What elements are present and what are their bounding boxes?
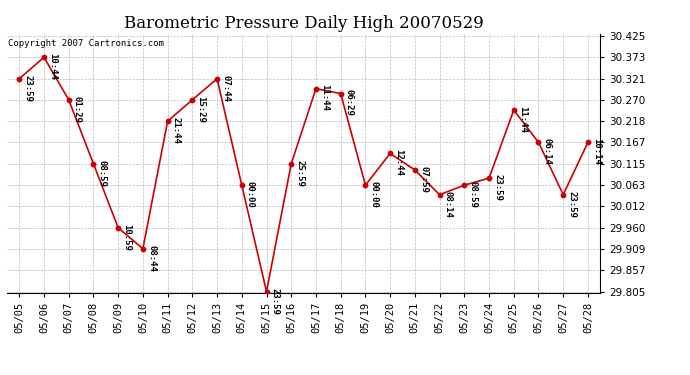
Point xyxy=(14,76,25,82)
Text: 06:14: 06:14 xyxy=(542,138,551,165)
Point xyxy=(582,139,593,145)
Text: 07:44: 07:44 xyxy=(221,75,230,102)
Point xyxy=(236,182,247,188)
Title: Barometric Pressure Daily High 20070529: Barometric Pressure Daily High 20070529 xyxy=(124,15,484,32)
Text: 15:29: 15:29 xyxy=(197,96,206,123)
Text: 10:14: 10:14 xyxy=(592,138,601,165)
Text: 08:59: 08:59 xyxy=(97,160,106,186)
Point xyxy=(533,139,544,145)
Point xyxy=(335,91,346,97)
Point xyxy=(558,192,569,198)
Text: 23:59: 23:59 xyxy=(567,190,576,217)
Text: 08:14: 08:14 xyxy=(444,190,453,217)
Text: 21:44: 21:44 xyxy=(172,117,181,144)
Point xyxy=(261,289,272,295)
Point xyxy=(137,246,148,252)
Point xyxy=(384,150,395,156)
Text: 11:44: 11:44 xyxy=(518,106,527,133)
Point xyxy=(162,118,173,124)
Point xyxy=(434,192,445,198)
Text: 08:59: 08:59 xyxy=(469,181,477,208)
Point xyxy=(39,54,50,60)
Point xyxy=(509,107,520,113)
Text: 10:59: 10:59 xyxy=(122,224,131,251)
Text: 00:00: 00:00 xyxy=(370,181,379,208)
Point xyxy=(286,161,297,167)
Text: 11:44: 11:44 xyxy=(320,84,329,111)
Point xyxy=(360,182,371,188)
Point xyxy=(88,161,99,167)
Point xyxy=(484,175,495,181)
Point xyxy=(212,76,223,82)
Text: 06:29: 06:29 xyxy=(345,89,354,116)
Point xyxy=(187,97,198,103)
Text: 07:59: 07:59 xyxy=(419,166,428,193)
Text: 12:44: 12:44 xyxy=(394,149,403,176)
Text: 10:44: 10:44 xyxy=(48,53,57,80)
Text: 23:59: 23:59 xyxy=(493,174,502,201)
Point xyxy=(63,97,75,103)
Text: 23:59: 23:59 xyxy=(270,288,279,314)
Text: 00:00: 00:00 xyxy=(246,181,255,208)
Point xyxy=(459,182,470,188)
Text: 23:59: 23:59 xyxy=(23,75,32,102)
Text: Copyright 2007 Cartronics.com: Copyright 2007 Cartronics.com xyxy=(8,39,164,48)
Point xyxy=(112,225,124,231)
Text: 01:29: 01:29 xyxy=(73,96,82,123)
Point xyxy=(310,86,322,92)
Point xyxy=(409,167,420,173)
Text: 25:59: 25:59 xyxy=(295,160,304,186)
Text: 08:44: 08:44 xyxy=(147,244,156,272)
